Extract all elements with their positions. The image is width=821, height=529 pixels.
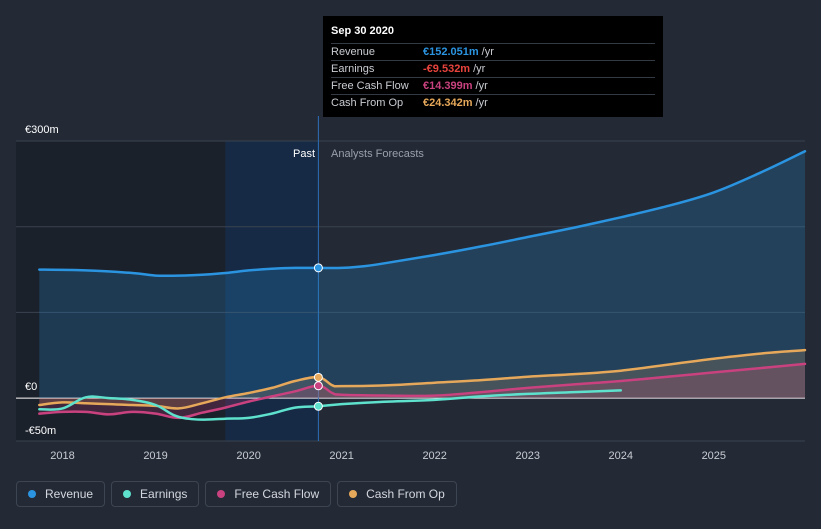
- legend-item-revenue[interactable]: Revenue: [16, 481, 106, 507]
- y-tick-label: -€50m: [25, 425, 56, 437]
- tooltip-row-revenue: Revenue €152.051m /yr: [331, 43, 655, 60]
- legend: Revenue Earnings Free Cash Flow Cash Fro…: [16, 481, 457, 507]
- tooltip-label: Earnings: [331, 63, 375, 75]
- past-highlight-region: [225, 141, 319, 441]
- series-line-revenue: [38, 150, 807, 278]
- tooltip-unit: /yr: [481, 46, 494, 58]
- forecast-label: Analysts Forecasts: [331, 148, 424, 160]
- x-tick-label: 2023: [515, 450, 539, 462]
- legend-item-earnings[interactable]: Earnings: [111, 481, 200, 507]
- x-tick-label: 2020: [236, 450, 260, 462]
- tooltip: Sep 30 2020 Revenue €152.051m /yr Earnin…: [323, 16, 663, 117]
- tooltip-value: €14.399m: [423, 80, 473, 92]
- y-tick-label: €0: [25, 381, 37, 393]
- past-region: [16, 141, 226, 441]
- grid-layer: [16, 116, 805, 442]
- tooltip-row-cash-from-op: Cash From Op €24.342m /yr: [331, 94, 655, 111]
- dot-icon: [217, 490, 226, 498]
- x-tick-label: 2024: [609, 450, 633, 462]
- legend-label: Cash From Op: [366, 487, 445, 501]
- data-point-earnings: [313, 401, 323, 411]
- tooltip-date: Sep 30 2020: [331, 25, 394, 37]
- legend-label: Free Cash Flow: [234, 487, 320, 501]
- area-revenue: [39, 151, 806, 399]
- x-tick-label: 2022: [422, 450, 446, 462]
- background-layer: [16, 141, 319, 441]
- legend-item-free-cash-flow[interactable]: Free Cash Flow: [205, 481, 332, 507]
- data-point-cfo: [313, 372, 323, 382]
- x-tick-label: 2021: [329, 450, 353, 462]
- x-tick-label: 2018: [50, 450, 74, 462]
- tooltip-unit: /yr: [475, 97, 488, 109]
- area-layer: [39, 151, 806, 418]
- dot-icon: [349, 490, 358, 498]
- area-fcf: [39, 363, 806, 418]
- tooltip-value: €152.051m: [423, 46, 479, 58]
- tooltip-label: Revenue: [331, 46, 376, 58]
- past-label: Past: [293, 148, 315, 160]
- series-line-earnings: [38, 389, 623, 421]
- x-tick-label: 2025: [702, 450, 726, 462]
- tooltip-unit: /yr: [475, 80, 488, 92]
- tooltip-label: Cash From Op: [331, 97, 404, 109]
- data-point-fcf: [313, 381, 323, 391]
- data-point-revenue: [313, 263, 323, 273]
- tooltip-value: €24.342m: [423, 97, 473, 109]
- x-tick-label: 2019: [143, 450, 167, 462]
- legend-label: Revenue: [45, 487, 94, 501]
- tooltip-unit: /yr: [473, 63, 486, 75]
- dot-icon: [28, 490, 36, 498]
- y-tick-label: €300m: [25, 124, 59, 136]
- area-cfo: [39, 350, 806, 409]
- legend-label: Earnings: [140, 487, 188, 501]
- legend-item-cash-from-op[interactable]: Cash From Op: [337, 481, 457, 507]
- tooltip-value: -€9.532m: [423, 63, 471, 75]
- tooltip-row-free-cash-flow: Free Cash Flow €14.399m /yr: [331, 77, 655, 94]
- tooltip-label: Free Cash Flow: [331, 80, 409, 92]
- tooltip-row-earnings: Earnings -€9.532m /yr: [331, 60, 655, 77]
- marker-layer: [313, 263, 323, 411]
- dot-icon: [123, 490, 132, 498]
- label-layer: Past Analysts Forecasts €300m €0 -€50m 2018…: [25, 124, 726, 462]
